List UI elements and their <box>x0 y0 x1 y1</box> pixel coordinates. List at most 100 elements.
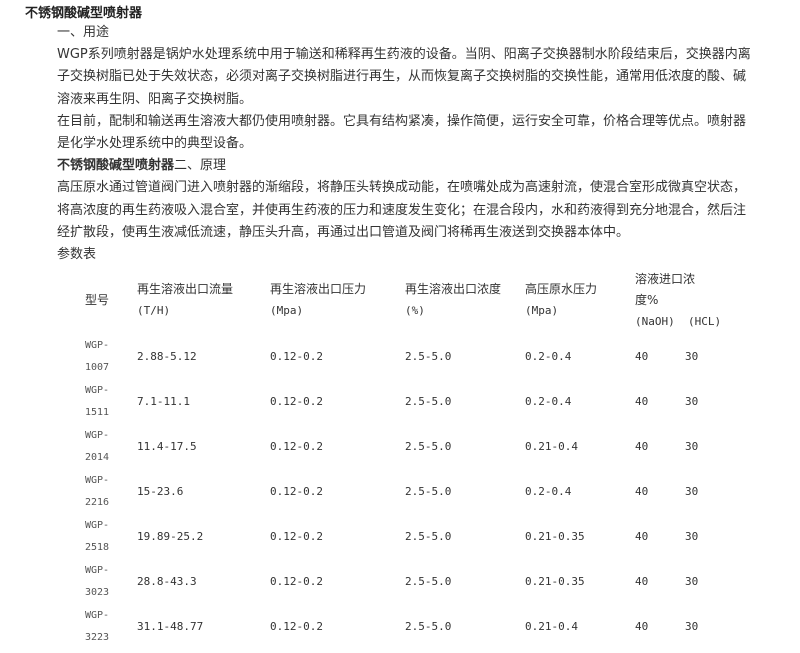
cell-naoh: 40 <box>635 530 649 543</box>
cell-conc: 2.5-5.0 <box>405 530 452 543</box>
cell-flow: 19.89-25.2 <box>137 530 204 543</box>
cell-flow: 31.1-48.77 <box>137 620 204 633</box>
cell-naoh: 40 <box>635 395 649 408</box>
cell-pressure: 0.12-0.2 <box>270 350 323 363</box>
header-pressure: 再生溶液出口压力 (Mpa) <box>265 266 400 334</box>
cell-naoh: 40 <box>635 440 649 453</box>
cell-hcl: 30 <box>685 440 699 453</box>
header-raw-unit: (Mpa) <box>525 304 559 317</box>
model-prefix: WGP- <box>85 519 110 531</box>
cell-model: WGP- 1007 <box>80 334 132 379</box>
usage-paragraph-1: WGP系列喷射器是锅炉水处理系统中用于输送和稀释再生药液的设备。当阴、阳离子交换… <box>57 47 751 107</box>
cell-hcl: 30 <box>685 620 699 633</box>
cell-flow: 2.88-5.12 <box>137 350 197 363</box>
table-row: WGP- 2518 19.89-25.2 0.12-0.2 2.5-5.0 0.21-0.… <box>80 514 750 559</box>
cell-pressure: 0.12-0.2 <box>270 440 323 453</box>
model-prefix: WGP- <box>85 384 110 396</box>
header-flow: 再生溶液出口流量 (T/H) <box>132 266 265 334</box>
cell-hcl: 30 <box>685 395 699 408</box>
cell-raw: 0.21-0.4 <box>525 440 578 453</box>
cell-raw: 0.21-0.35 <box>525 575 585 588</box>
header-naoh: (NaOH) <box>635 314 675 328</box>
header-raw-pressure: 高压原水压力 (Mpa) <box>520 266 630 334</box>
cell-naoh: 40 <box>635 485 649 498</box>
cell-raw: 0.21-0.4 <box>525 620 578 633</box>
table-row: WGP- 3223 31.1-48.77 0.12-0.2 2.5-5.0 0.21-0.… <box>80 604 750 649</box>
cell-pressure: 0.12-0.2 <box>270 485 323 498</box>
model-number: 2518 <box>85 541 110 553</box>
header-inlet-label: 溶液进口浓度% <box>635 271 696 307</box>
cell-pressure: 0.12-0.2 <box>270 575 323 588</box>
cell-flow: 7.1-11.1 <box>137 395 190 408</box>
table-label: 参数表 <box>57 247 97 263</box>
cell-model: WGP- 2216 <box>80 469 132 514</box>
header-inlet-units: (NaOH) (HCL) <box>635 311 745 332</box>
header-flow-label: 再生溶液出口流量 <box>137 282 234 296</box>
header-flow-unit: (T/H) <box>137 304 171 317</box>
usage-heading: 一、用途 <box>57 25 110 40</box>
page-title: 不锈钢酸碱型喷射器 <box>25 6 143 21</box>
cell-pressure: 0.12-0.2 <box>270 620 323 633</box>
cell-naoh: 40 <box>635 575 649 588</box>
model-number: 3023 <box>85 586 110 598</box>
cell-raw: 0.21-0.35 <box>525 530 585 543</box>
header-hcl: (HCL) <box>688 314 722 328</box>
cell-model: WGP- 2014 <box>80 424 132 469</box>
header-concentration: 再生溶液出口浓度 (%) <box>400 266 520 334</box>
cell-pressure: 0.12-0.2 <box>270 530 323 543</box>
cell-conc: 2.5-5.0 <box>405 395 452 408</box>
model-number: 1007 <box>85 361 110 373</box>
cell-raw: 0.2-0.4 <box>525 395 572 408</box>
model-number: 1511 <box>85 406 110 418</box>
cell-naoh: 40 <box>635 350 649 363</box>
cell-model: WGP- 1511 <box>80 379 132 424</box>
principle-paragraph: 高压原水通过管道阀门进入喷射器的渐缩段，将静压头转换成动能，在喷嘴处成为高速射流… <box>57 180 747 240</box>
model-prefix: WGP- <box>85 609 110 621</box>
cell-model: WGP- 3023 <box>80 559 132 604</box>
cell-hcl: 30 <box>685 530 699 543</box>
cell-hcl: 30 <box>685 350 699 363</box>
cell-flow: 15-23.6 <box>137 485 184 498</box>
cell-hcl: 30 <box>685 485 699 498</box>
model-prefix: WGP- <box>85 564 110 576</box>
header-pressure-label: 再生溶液出口压力 <box>270 282 367 296</box>
cell-conc: 2.5-5.0 <box>405 350 452 363</box>
header-pressure-unit: (Mpa) <box>270 304 304 317</box>
table-header-row: 型号 再生溶液出口流量 (T/H) 再生溶液出口压力 (Mpa) 再生溶液出口浓度 (… <box>80 266 750 334</box>
header-model: 型号 <box>85 293 110 307</box>
cell-flow: 28.8-43.3 <box>137 575 197 588</box>
principle-heading-line: 不锈钢酸碱型喷射器二、原理 <box>57 155 757 177</box>
cell-conc: 2.5-5.0 <box>405 485 452 498</box>
principle-bold-label: 不锈钢酸碱型喷射器 <box>57 158 175 174</box>
header-conc-label: 再生溶液出口浓度 <box>405 282 502 296</box>
model-number: 2216 <box>85 496 110 508</box>
cell-flow: 11.4-17.5 <box>137 440 197 453</box>
usage-paragraph-2: 在目前，配制和输送再生溶液大都仍使用喷射器。它具有结构紧凑，操作简便，运行安全可… <box>57 113 747 152</box>
principle-heading: 二、原理 <box>174 158 227 174</box>
table-row: WGP- 1007 2.88-5.12 0.12-0.2 2.5-5.0 0.2-0.4 4… <box>80 334 750 379</box>
header-raw-label: 高压原水压力 <box>525 282 598 296</box>
parameter-table: 型号 再生溶液出口流量 (T/H) 再生溶液出口压力 (Mpa) 再生溶液出口浓度 (… <box>80 266 750 649</box>
cell-model: WGP- 3223 <box>80 604 132 649</box>
cell-raw: 0.2-0.4 <box>525 485 572 498</box>
cell-raw: 0.2-0.4 <box>525 350 572 363</box>
table-row: WGP- 3023 28.8-43.3 0.12-0.2 2.5-5.0 0.21-0.3… <box>80 559 750 604</box>
cell-model: WGP- 2518 <box>80 514 132 559</box>
cell-conc: 2.5-5.0 <box>405 575 452 588</box>
header-inlet-concentration: 溶液进口浓度% (NaOH) (HCL) <box>630 266 750 334</box>
model-number: 2014 <box>85 451 110 463</box>
table-row: WGP- 2014 11.4-17.5 0.12-0.2 2.5-5.0 0.21-0.4… <box>80 424 750 469</box>
table-row: WGP- 2216 15-23.6 0.12-0.2 2.5-5.0 0.2-0.4 40 3… <box>80 469 750 514</box>
header-conc-unit: (%) <box>405 304 425 317</box>
article-body: 一、用途 WGP系列喷射器是锅炉水处理系统中用于输送和稀释再生药液的设备。当阴、… <box>57 22 757 266</box>
cell-hcl: 30 <box>685 575 699 588</box>
model-number: 3223 <box>85 631 110 643</box>
cell-conc: 2.5-5.0 <box>405 620 452 633</box>
model-prefix: WGP- <box>85 429 110 441</box>
model-prefix: WGP- <box>85 339 110 351</box>
table-row: WGP- 1511 7.1-11.1 0.12-0.2 2.5-5.0 0.2-0.4 40… <box>80 379 750 424</box>
cell-pressure: 0.12-0.2 <box>270 395 323 408</box>
cell-conc: 2.5-5.0 <box>405 440 452 453</box>
cell-naoh: 40 <box>635 620 649 633</box>
model-prefix: WGP- <box>85 474 110 486</box>
